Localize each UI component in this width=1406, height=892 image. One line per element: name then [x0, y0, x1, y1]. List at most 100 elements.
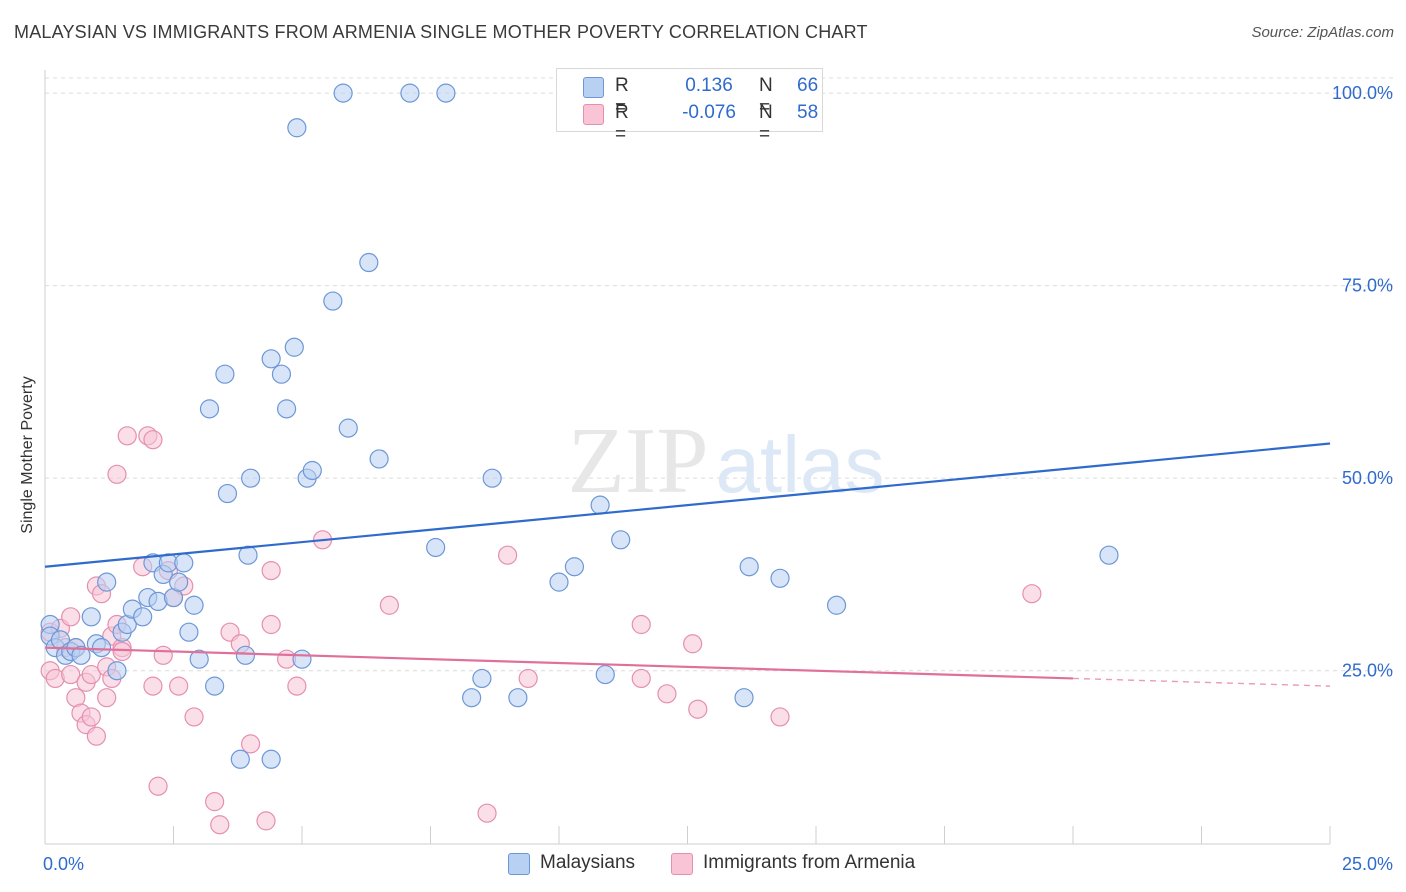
malaysians-trend-line — [44, 442, 1331, 568]
malaysian-point — [184, 595, 204, 615]
chart-title: MALAYSIAN VS IMMIGRANTS FROM ARMENIA SIN… — [14, 22, 868, 42]
series-legend: Malaysians Immigrants from Armenia — [0, 852, 1406, 878]
malaysian-point — [261, 749, 281, 769]
watermark-atlas: atlas — [716, 420, 885, 509]
tick-labels: 25.0% 50.0% 75.0% 100.0% 0.0% 25.0% — [43, 83, 1393, 874]
watermark: ZIP atlas — [568, 409, 885, 513]
armenia-point — [657, 684, 677, 704]
armenia-point — [256, 811, 276, 831]
malaysian-point — [271, 364, 292, 384]
armenia-point — [81, 664, 101, 685]
x-tick-label: 0.0% — [43, 854, 84, 874]
y-tick-label: 25.0% — [1342, 661, 1393, 681]
malaysian-point — [179, 622, 199, 642]
malaysian-point — [217, 483, 238, 504]
armenia-point — [241, 734, 261, 754]
armenia-point — [184, 707, 204, 727]
malaysian-point — [549, 572, 569, 592]
malaysian-point — [97, 572, 117, 592]
armenia-point — [143, 676, 163, 696]
pink-swatch — [671, 853, 693, 875]
malaysian-point — [276, 399, 297, 419]
malaysian-point — [482, 468, 502, 488]
armenia-point — [1022, 584, 1042, 604]
y-tick-label: 75.0% — [1342, 276, 1393, 296]
malaysian-point — [734, 688, 754, 708]
armenia-point — [112, 641, 132, 662]
malaysian-point — [426, 537, 446, 558]
watermark-zip: ZIP — [568, 409, 709, 513]
n-label: N = — [759, 102, 773, 145]
malaysian-point — [91, 638, 112, 658]
armenia-point — [61, 664, 81, 685]
malaysian-point — [323, 291, 343, 311]
armenia-point — [143, 430, 163, 450]
malaysian-point — [359, 252, 379, 273]
correlation-legend: R = 0.136 N = 66 R = -0.076 N = 58 — [556, 68, 823, 145]
armenia-point — [688, 699, 708, 719]
malaysian-point — [564, 557, 585, 577]
armenia-trend-line — [44, 646, 1074, 680]
armenia-point — [770, 707, 790, 727]
armenia-point — [210, 815, 230, 835]
malaysian-point — [174, 553, 194, 573]
r-label: R = — [615, 75, 629, 118]
malaysian-point — [508, 688, 528, 708]
blue-swatch — [508, 853, 530, 875]
malaysian-point — [71, 645, 91, 665]
malaysian-point — [1099, 545, 1119, 565]
trend-lines — [44, 442, 1331, 687]
armenia-point — [107, 464, 127, 484]
malaysian-point — [400, 83, 420, 103]
armenia-point — [61, 607, 81, 627]
malaysian-point — [107, 661, 127, 681]
armenia-point — [477, 803, 497, 823]
armenia-point — [205, 792, 225, 812]
r-label: R = — [615, 102, 629, 145]
malaysian-point — [235, 645, 256, 665]
malaysian-point — [205, 676, 225, 696]
malaysian-point — [611, 530, 631, 550]
armenia-point — [261, 614, 281, 635]
malaysian-point — [292, 649, 312, 669]
malaysian-point — [595, 664, 615, 685]
armenia-point — [169, 676, 189, 696]
r-value: -0.076 — [682, 102, 736, 123]
legend-label: Immigrants from Armenia — [703, 852, 916, 873]
armenia-point — [81, 707, 101, 727]
malaysian-point — [462, 688, 482, 708]
armenia-point — [261, 560, 281, 581]
malaysian-point — [739, 557, 759, 577]
armenia-point — [631, 668, 651, 689]
malaysian-point — [369, 449, 389, 469]
malaysian-point — [826, 595, 847, 615]
malaysian-point — [81, 607, 101, 627]
malaysian-point — [472, 668, 492, 689]
malaysian-point — [133, 607, 153, 627]
malaysian-point — [333, 83, 353, 103]
n-value: 66 — [797, 75, 819, 96]
malaysian-point — [215, 364, 235, 384]
source-label: Source: ZipAtlas.com — [1251, 24, 1394, 41]
armenia-point — [518, 668, 538, 689]
malaysian-point — [770, 568, 790, 588]
malaysian-point — [302, 460, 322, 481]
y-tick-label: 50.0% — [1342, 468, 1393, 488]
malaysian-point — [284, 337, 304, 357]
pink-swatch — [583, 104, 604, 125]
armenia-point — [97, 688, 117, 708]
malaysian-point — [241, 468, 261, 488]
blue-swatch — [583, 77, 604, 98]
armenia-point — [498, 545, 518, 565]
malaysian-point — [590, 495, 610, 515]
malaysian-point — [436, 83, 456, 103]
armenia-point — [287, 676, 307, 696]
malaysian-point — [338, 418, 358, 438]
gridlines — [45, 77, 1395, 672]
armenia-point — [86, 726, 107, 746]
armenia-point — [117, 426, 137, 446]
malaysian-point — [189, 649, 209, 669]
n-value: 58 — [797, 102, 819, 123]
y-tick-label: 100.0% — [1332, 83, 1393, 103]
